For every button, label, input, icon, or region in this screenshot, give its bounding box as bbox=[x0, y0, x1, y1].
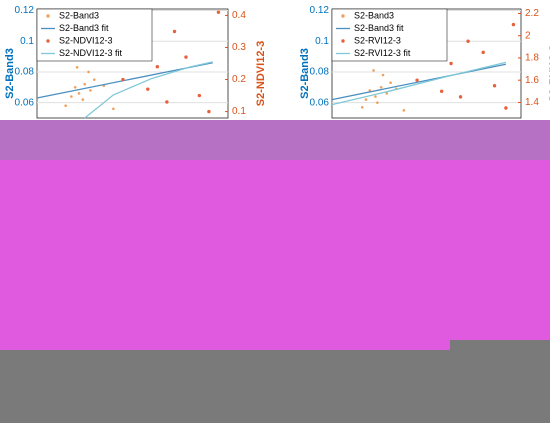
point bbox=[402, 109, 406, 112]
fit-line bbox=[331, 63, 507, 101]
y2-tick-label: 0.4 bbox=[232, 10, 246, 21]
chart: 0.06 0.08 0.1 0.12 1.4 1.6 1.8 2 2.2 S2-Band3 S2-R… bbox=[299, 5, 550, 119]
y-axis-label: S2-Band3 bbox=[299, 48, 311, 99]
y2-tick-label: 2.2 bbox=[525, 8, 539, 19]
y2-tick-label: 0.2 bbox=[232, 74, 246, 85]
y-tick-label: 0.1 bbox=[315, 36, 329, 47]
legend-swatch bbox=[46, 14, 50, 18]
corrupted-band bbox=[0, 120, 550, 160]
y2-tick-label: 1.6 bbox=[525, 75, 539, 86]
fit-line bbox=[84, 61, 213, 119]
point bbox=[165, 100, 169, 104]
point bbox=[207, 109, 211, 114]
point bbox=[364, 98, 368, 101]
corrupted-area bbox=[450, 340, 550, 352]
legend-label: S2-Band3 fit bbox=[59, 23, 109, 33]
fit-line bbox=[331, 61, 507, 106]
y-tick-label: 0.1 bbox=[20, 36, 34, 47]
legend-label: S2-RVI12-3 fit bbox=[354, 48, 411, 58]
point bbox=[121, 77, 125, 82]
y2-axis-label: S2-NDVI12-3 bbox=[255, 41, 267, 106]
point bbox=[112, 107, 115, 111]
point bbox=[216, 10, 221, 14]
corrupted-area bbox=[0, 350, 550, 423]
y-tick-label: 0.08 bbox=[310, 67, 330, 78]
point bbox=[75, 66, 79, 69]
y-tick-label: 0.08 bbox=[15, 67, 35, 78]
point bbox=[381, 73, 385, 77]
point bbox=[155, 65, 160, 69]
legend-swatch bbox=[341, 14, 345, 18]
chart: 0.06 0.08 0.1 0.12 0.1 0.2 0.3 0.4 S2-Band3 S2-ND… bbox=[4, 5, 267, 119]
point bbox=[504, 106, 508, 110]
y-tick-label: 0.12 bbox=[310, 5, 330, 16]
legend-label: S2-Band3 fit bbox=[354, 23, 404, 33]
point bbox=[511, 22, 516, 27]
legend-swatch bbox=[46, 39, 50, 43]
legend bbox=[36, 8, 153, 62]
legend bbox=[331, 8, 448, 62]
legend-swatch bbox=[341, 39, 345, 43]
point bbox=[379, 85, 383, 89]
point bbox=[64, 104, 67, 108]
point bbox=[458, 95, 463, 99]
legend-label: S2-RVI12-3 bbox=[354, 35, 401, 45]
point bbox=[93, 78, 96, 81]
y2-tick-label: 0.3 bbox=[232, 42, 246, 53]
point bbox=[70, 95, 73, 98]
y2-tick-label: 0.1 bbox=[232, 106, 246, 117]
legend-label: S2-NDVI12-3 fit bbox=[59, 48, 123, 58]
point bbox=[466, 39, 470, 43]
y2-axis-label: S2-RVI12-3 bbox=[548, 45, 550, 102]
point bbox=[415, 78, 419, 82]
point bbox=[372, 69, 375, 72]
point bbox=[172, 29, 177, 34]
point bbox=[197, 93, 202, 98]
y-tick-label: 0.12 bbox=[15, 5, 35, 16]
point bbox=[77, 92, 81, 95]
point bbox=[439, 89, 444, 94]
y-tick-label: 0.06 bbox=[310, 97, 330, 108]
point bbox=[89, 89, 92, 92]
point bbox=[385, 92, 389, 95]
y2-tick-label: 1.4 bbox=[525, 97, 539, 108]
legend-label: S2-Band3 bbox=[354, 10, 394, 20]
point bbox=[360, 105, 364, 109]
point bbox=[389, 81, 392, 84]
point bbox=[481, 50, 485, 55]
point bbox=[81, 98, 85, 101]
y2-tick-label: 2 bbox=[525, 30, 531, 41]
point bbox=[87, 70, 90, 74]
point bbox=[146, 87, 150, 91]
point bbox=[449, 61, 453, 66]
legend-label: S2-NDVI12-3 bbox=[59, 35, 113, 45]
point bbox=[368, 89, 372, 92]
legend-label: S2-Band3 bbox=[59, 10, 99, 20]
y-axis-label: S2-Band3 bbox=[4, 48, 16, 99]
point bbox=[184, 55, 188, 59]
point bbox=[376, 101, 379, 104]
y2-tick-label: 1.8 bbox=[525, 53, 539, 64]
point bbox=[492, 84, 497, 88]
point bbox=[374, 95, 377, 98]
point bbox=[73, 85, 77, 89]
point bbox=[83, 82, 87, 86]
y-tick-label: 0.06 bbox=[15, 97, 35, 108]
